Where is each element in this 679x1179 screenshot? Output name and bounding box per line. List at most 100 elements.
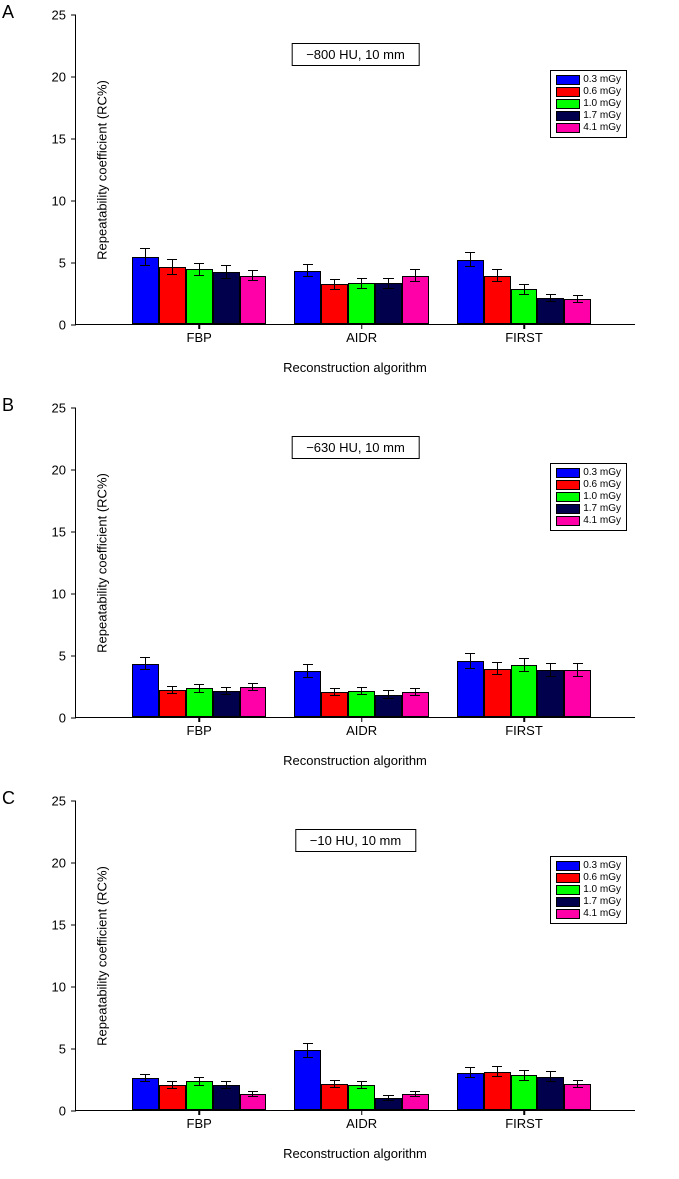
plot-area-B: −630 HU, 10 mm 0.3 mGy0.6 mGy1.0 mGy1.7 … — [75, 408, 635, 718]
x-tick-mark — [523, 324, 525, 329]
error-bar — [497, 1067, 498, 1077]
figure-root: A Repeatability coefficient (RC%) −800 H… — [0, 0, 679, 1179]
y-tick-mark — [71, 138, 76, 140]
error-cap — [546, 663, 556, 664]
error-cap — [167, 693, 177, 694]
y-tick-mark — [71, 800, 76, 802]
legend-row: 0.3 mGy — [556, 74, 621, 86]
error-cap — [410, 688, 420, 689]
error-bar — [307, 1043, 308, 1058]
error-cap — [410, 1096, 420, 1097]
error-cap — [573, 1087, 583, 1088]
y-tick-label: 10 — [36, 587, 76, 602]
error-cap — [410, 695, 420, 696]
y-tick-mark — [71, 407, 76, 409]
error-bar — [470, 654, 471, 669]
legend-row: 4.1 mGy — [556, 122, 621, 134]
error-cap — [573, 663, 583, 664]
error-bar — [252, 271, 253, 281]
error-cap — [546, 1081, 556, 1082]
legend-label: 1.0 mGy — [583, 491, 621, 503]
x-tick-mark — [523, 1110, 525, 1115]
legend-label: 4.1 mGy — [583, 515, 621, 527]
error-cap — [519, 658, 529, 659]
bar — [484, 669, 511, 717]
legend-row: 0.6 mGy — [556, 86, 621, 98]
legend-label: 1.0 mGy — [583, 98, 621, 110]
legend-row: 1.7 mGy — [556, 503, 621, 515]
error-cap — [221, 1081, 231, 1082]
legend-label: 0.3 mGy — [583, 74, 621, 86]
y-tick-mark — [71, 200, 76, 202]
error-cap — [221, 278, 231, 279]
y-tick-label: 10 — [36, 194, 76, 209]
y-tick-mark — [71, 1110, 76, 1112]
legend-swatch — [556, 861, 580, 871]
y-tick-mark — [71, 862, 76, 864]
error-cap — [167, 1088, 177, 1089]
error-cap — [492, 1076, 502, 1077]
y-tick-mark — [71, 262, 76, 264]
error-cap — [465, 1077, 475, 1078]
legend: 0.3 mGy0.6 mGy1.0 mGy1.7 mGy4.1 mGy — [550, 70, 627, 138]
bar — [457, 260, 484, 324]
bar — [132, 1078, 159, 1110]
error-cap — [140, 1074, 150, 1075]
error-cap — [303, 1043, 313, 1044]
y-tick-mark — [71, 531, 76, 533]
bar — [186, 269, 213, 324]
legend-row: 4.1 mGy — [556, 515, 621, 527]
error-cap — [357, 687, 367, 688]
error-bar — [145, 658, 146, 670]
legend-swatch — [556, 504, 580, 514]
error-cap — [519, 671, 529, 672]
error-cap — [546, 301, 556, 302]
error-cap — [194, 1085, 204, 1086]
panel-letter: B — [2, 395, 14, 416]
y-tick-mark — [71, 1048, 76, 1050]
error-cap — [546, 676, 556, 677]
annotation-box: −800 HU, 10 mm — [291, 43, 420, 66]
y-tick-mark — [71, 469, 76, 471]
x-tick-mark — [198, 1110, 200, 1115]
bar — [484, 276, 511, 324]
error-cap — [383, 1100, 393, 1101]
error-bar — [550, 1072, 551, 1082]
error-cap — [573, 676, 583, 677]
error-bar — [199, 263, 200, 275]
error-cap — [383, 288, 393, 289]
bar — [213, 272, 240, 324]
legend-label: 4.1 mGy — [583, 908, 621, 920]
x-tick-mark — [198, 717, 200, 722]
y-tick-label: 5 — [36, 1042, 76, 1057]
legend-swatch — [556, 516, 580, 526]
y-tick-mark — [71, 76, 76, 78]
error-bar — [388, 278, 389, 288]
y-tick-label: 5 — [36, 649, 76, 664]
legend-swatch — [556, 87, 580, 97]
y-tick-label: 0 — [36, 318, 76, 333]
legend-swatch — [556, 99, 580, 109]
error-cap — [519, 1080, 529, 1081]
panel-letter: C — [2, 788, 15, 809]
plot-area-C: −10 HU, 10 mm 0.3 mGy0.6 mGy1.0 mGy1.7 m… — [75, 801, 635, 1111]
error-cap — [573, 295, 583, 296]
y-tick-mark — [71, 593, 76, 595]
error-cap — [194, 684, 204, 685]
error-bar — [497, 662, 498, 674]
error-bar — [415, 269, 416, 281]
error-cap — [546, 1071, 556, 1072]
error-cap — [357, 1088, 367, 1089]
error-bar — [226, 266, 227, 278]
bar — [132, 664, 159, 717]
x-tick-mark — [361, 1110, 363, 1115]
error-cap — [194, 275, 204, 276]
legend-swatch — [556, 873, 580, 883]
error-cap — [330, 695, 340, 696]
error-cap — [383, 690, 393, 691]
error-cap — [140, 265, 150, 266]
error-bar — [145, 248, 146, 265]
error-bar — [550, 664, 551, 676]
error-cap — [519, 294, 529, 295]
error-cap — [492, 281, 502, 282]
